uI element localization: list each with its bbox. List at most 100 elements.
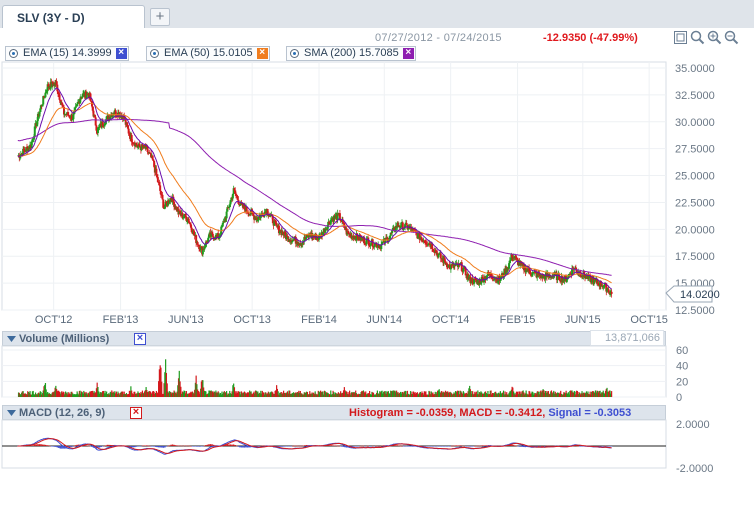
candle bbox=[610, 289, 613, 298]
candle bbox=[475, 278, 478, 284]
candle bbox=[199, 244, 202, 253]
candle bbox=[76, 101, 79, 106]
price-chart[interactable]: 35.0000 32.5000 30.0000 27.5000 25.0000 22.50… bbox=[0, 0, 754, 330]
price-axis-tick: 25.0000 bbox=[675, 171, 715, 183]
candle bbox=[38, 111, 41, 119]
tab-label: SLV (3Y - D) bbox=[17, 11, 85, 25]
candle bbox=[47, 82, 50, 91]
price-axis-tick: 32.5000 bbox=[675, 90, 715, 102]
time-axis-tick: JUN'15 bbox=[565, 314, 601, 326]
remove-ema15-close-icon[interactable]: × bbox=[115, 48, 127, 59]
candle bbox=[420, 233, 423, 242]
time-axis-tick: JUN'14 bbox=[366, 314, 402, 326]
time-axis-tick: OCT'15 bbox=[630, 314, 668, 326]
candle bbox=[273, 218, 276, 226]
fit-view-icon[interactable] bbox=[673, 30, 688, 45]
time-axis-tick: OCT'13 bbox=[233, 314, 271, 326]
legend-ema50[interactable]: EMA (50) 15.0105 × bbox=[146, 46, 270, 61]
candle bbox=[58, 91, 61, 101]
time-axis-tick: OCT'12 bbox=[35, 314, 73, 326]
sma200-line bbox=[17, 118, 612, 276]
candle bbox=[224, 216, 227, 223]
candle bbox=[203, 243, 206, 252]
collapse-volume-icon[interactable] bbox=[7, 336, 16, 342]
candle bbox=[511, 253, 514, 262]
ema50-line bbox=[17, 102, 612, 284]
candle bbox=[138, 141, 141, 148]
candle bbox=[143, 144, 146, 148]
candle bbox=[603, 284, 606, 289]
candle bbox=[606, 287, 609, 293]
candle bbox=[70, 111, 73, 122]
candle bbox=[94, 116, 97, 126]
last-price-marker: 14.0200 bbox=[665, 285, 720, 303]
legend-sma200-label: SMA (200) 15.7085 bbox=[304, 47, 399, 59]
legend-ema15[interactable]: EMA (15) 14.3999 × bbox=[5, 46, 129, 61]
candle bbox=[196, 240, 199, 248]
add-tab-button[interactable]: + bbox=[150, 8, 170, 26]
price-axis-tick: 20.0000 bbox=[675, 224, 715, 236]
candle bbox=[524, 264, 527, 277]
chart-tab[interactable]: SLV (3Y - D) bbox=[2, 5, 145, 28]
candle bbox=[286, 233, 289, 237]
candle bbox=[443, 255, 446, 263]
remove-volume-close-icon[interactable]: × bbox=[134, 333, 146, 345]
candle bbox=[131, 139, 134, 147]
price-axis-tick: 17.5000 bbox=[675, 251, 715, 263]
candle bbox=[329, 217, 332, 226]
zoom-out-icon[interactable] bbox=[724, 30, 739, 45]
candle bbox=[229, 200, 232, 208]
candle bbox=[156, 174, 159, 183]
candle bbox=[173, 200, 176, 211]
candle bbox=[308, 232, 311, 241]
price-axis-tick: 22.5000 bbox=[675, 197, 715, 209]
candle bbox=[187, 217, 190, 224]
candle bbox=[277, 223, 280, 236]
candle bbox=[397, 221, 400, 227]
candle bbox=[158, 179, 161, 186]
candle bbox=[55, 78, 58, 86]
candle bbox=[148, 149, 151, 154]
candle bbox=[391, 230, 394, 237]
candle bbox=[371, 238, 374, 251]
candle bbox=[439, 250, 442, 263]
radio-icon[interactable] bbox=[150, 49, 159, 58]
candle bbox=[318, 233, 321, 243]
legend-ema15-label: EMA (15) 14.3999 bbox=[23, 47, 112, 59]
candle bbox=[245, 206, 248, 215]
candle bbox=[159, 190, 162, 198]
current-volume: 13,871,066 bbox=[590, 330, 664, 346]
candle bbox=[367, 237, 370, 249]
candle bbox=[61, 102, 64, 107]
time-axis-tick: FEB'14 bbox=[301, 314, 337, 326]
candle bbox=[538, 270, 541, 279]
candle bbox=[226, 205, 229, 212]
candle bbox=[328, 221, 331, 226]
remove-macd-close-icon[interactable]: × bbox=[130, 407, 142, 419]
candle bbox=[565, 275, 568, 283]
candle bbox=[531, 270, 534, 277]
candle bbox=[394, 222, 397, 234]
candle bbox=[257, 216, 260, 223]
candle bbox=[161, 191, 164, 200]
remove-ema50-close-icon[interactable]: × bbox=[256, 48, 268, 59]
zoom-icon[interactable] bbox=[690, 30, 705, 45]
candle bbox=[508, 257, 511, 266]
candle bbox=[609, 290, 612, 297]
candle bbox=[353, 235, 356, 239]
radio-icon[interactable] bbox=[290, 49, 299, 58]
radio-icon[interactable] bbox=[9, 49, 18, 58]
collapse-macd-icon[interactable] bbox=[7, 410, 16, 416]
zoom-in-icon[interactable] bbox=[707, 30, 722, 45]
macd-panel-header: MACD (12, 26, 9) × Histogram = -0.0359, … bbox=[2, 405, 666, 420]
candle bbox=[469, 273, 472, 286]
time-axis-tick: FEB'15 bbox=[500, 314, 536, 326]
candle bbox=[424, 239, 427, 245]
remove-sma200-close-icon[interactable]: × bbox=[402, 48, 414, 59]
candle bbox=[97, 124, 100, 131]
candle bbox=[146, 145, 149, 155]
legend-sma200[interactable]: SMA (200) 15.7085 × bbox=[286, 46, 416, 61]
candle bbox=[210, 230, 213, 239]
candle bbox=[267, 211, 270, 219]
candle bbox=[374, 241, 377, 248]
